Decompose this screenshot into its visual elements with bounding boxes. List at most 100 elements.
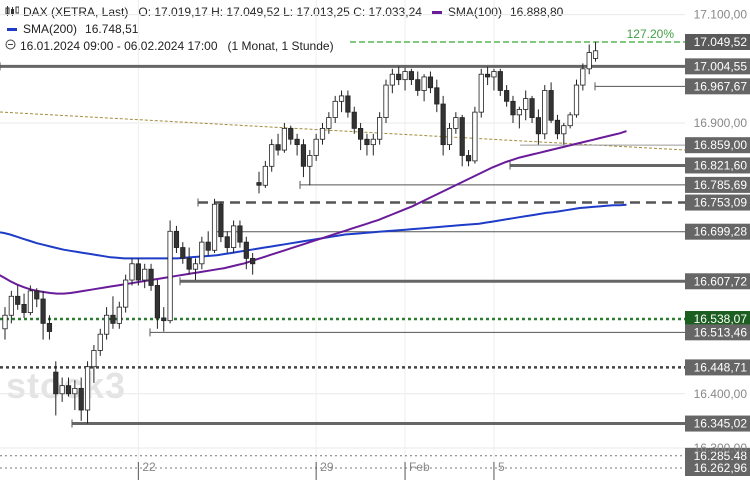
candle-body	[40, 298, 46, 324]
candle-body	[180, 247, 186, 259]
fib-percent-label: 127.20%	[627, 27, 675, 41]
time-tick-label: 29	[320, 460, 334, 474]
candle-body	[129, 263, 135, 281]
candle-body	[154, 285, 160, 319]
level-label-box	[685, 176, 750, 193]
level-label: 16.345,02	[694, 417, 748, 431]
sma100-swatch	[431, 10, 442, 14]
candle-body	[294, 138, 300, 146]
price-axis: 17.049,52 17.004,55 16.967,67 16.859,00 16.8…	[627, 8, 750, 476]
candle-body	[332, 100, 338, 118]
level-label-box	[685, 223, 750, 240]
level-label: 16.607,72	[694, 274, 748, 288]
candle-body	[34, 290, 40, 300]
candle-body	[186, 257, 192, 270]
candle-body	[580, 68, 586, 86]
candle-body	[415, 79, 421, 91]
candle-body	[326, 117, 332, 129]
candle-body	[15, 295, 21, 305]
instrument-name: DAX (XETRA, Last)	[23, 5, 129, 19]
candle-body	[357, 127, 364, 140]
candle-body	[116, 306, 122, 324]
trend-line	[0, 111, 686, 151]
candle-body	[465, 155, 472, 162]
candle-body	[472, 111, 478, 162]
candle-body	[173, 230, 180, 248]
candle-body	[281, 127, 288, 151]
candle-body	[142, 268, 148, 281]
candle-body	[364, 138, 370, 146]
candle-body	[161, 317, 167, 322]
level-label: 16.967,67	[694, 79, 748, 93]
candle-body	[529, 98, 535, 118]
candle-body	[243, 241, 249, 259]
level-label: 16.699,28	[694, 225, 748, 239]
level-label: 16.859,00	[694, 138, 748, 152]
candle-body	[167, 230, 173, 322]
level-label-box	[685, 78, 750, 95]
candle-body	[211, 203, 218, 251]
level-label: 16.538,07	[694, 312, 748, 326]
candle-body	[46, 322, 53, 332]
candle-body	[84, 366, 91, 411]
sma200-swatch	[7, 27, 17, 31]
level-label-box	[685, 415, 750, 432]
candle-body	[199, 241, 205, 265]
candle-body	[427, 76, 434, 89]
candle-body	[319, 127, 326, 140]
candle-body	[78, 387, 84, 411]
level-label: 16.262,96	[694, 461, 748, 475]
candle-body	[307, 155, 313, 167]
candle-body	[504, 90, 510, 102]
candle-body	[8, 295, 14, 316]
candle-body	[97, 333, 103, 351]
candle-body	[192, 263, 199, 270]
candle-body	[523, 98, 529, 110]
price-tick-label: 16.300,00	[694, 441, 748, 455]
candle-body	[592, 50, 599, 59]
level-label-box	[685, 137, 750, 154]
date-range: 16.01.2024 09:00 - 06.02.2024 17:00	[20, 39, 218, 53]
timer-icon[interactable]	[5, 39, 16, 53]
candle-body	[237, 225, 243, 243]
candle-body	[421, 76, 427, 91]
candle-body	[389, 73, 395, 86]
candle-body	[446, 127, 453, 146]
candle-body	[370, 138, 376, 146]
candle-body	[53, 371, 59, 395]
candle-body	[548, 90, 554, 121]
candle-body	[377, 117, 383, 140]
level-label: 16.785,69	[694, 178, 748, 192]
candle-body	[453, 117, 459, 129]
time-tick-label: 5	[498, 460, 505, 474]
candle-body	[567, 114, 573, 127]
candle-body	[491, 71, 497, 78]
candle-body	[275, 144, 281, 151]
candle-body	[269, 144, 275, 167]
candle-body	[288, 127, 294, 140]
candle-body	[408, 71, 415, 81]
candle-body	[459, 117, 465, 156]
time-tick-label: Feb	[409, 460, 430, 474]
candle-body	[250, 257, 256, 265]
candles	[2, 42, 599, 424]
level-label-box	[685, 324, 750, 341]
trend-line-dashed	[0, 111, 686, 151]
candle-body	[218, 203, 224, 238]
candle-body	[338, 95, 345, 102]
sma200-value: 16.748,51	[85, 22, 139, 36]
sma100-value: 16.888,80	[509, 5, 564, 19]
candle-body	[396, 73, 402, 81]
candle-body	[256, 182, 262, 186]
candle-body	[573, 84, 580, 116]
candle-body	[497, 71, 503, 91]
price-tick-label: 16.400,00	[694, 387, 748, 401]
candle-body	[561, 125, 567, 135]
candle-body	[586, 52, 592, 70]
legend-row-2: SMA(200) 16.748,51	[5, 22, 138, 36]
candle-body	[484, 73, 491, 78]
time-axis: 22 29 Feb 5	[137, 460, 505, 480]
candle-body	[262, 165, 268, 186]
level-label: 16.448,71	[694, 360, 748, 374]
